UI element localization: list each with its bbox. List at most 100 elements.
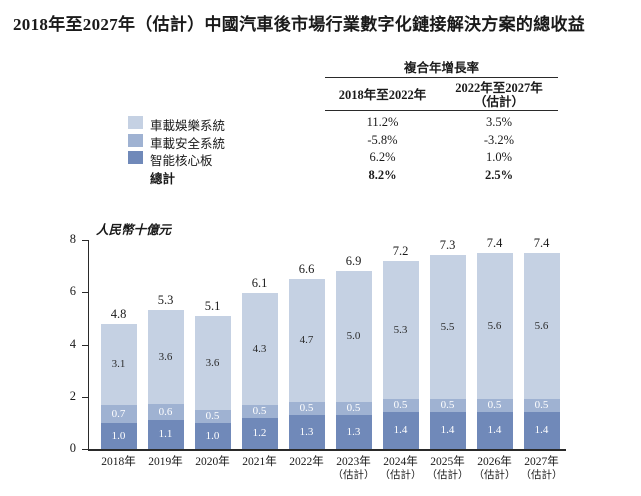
legend-label: 車載安全系統 [150, 136, 226, 151]
segment-value-label: 0.5 [440, 399, 455, 411]
bar-segment-車載安全系統: 0.5 [335, 402, 372, 415]
bar-segment-車載安全系統: 0.5 [382, 399, 419, 412]
bar-2018年: 3.1 0.7 1.0 [100, 324, 137, 449]
y-axis-line [88, 240, 89, 451]
segment-value-label: 0.5 [487, 399, 502, 411]
cagr-column-header-2018-2022: 2018年至2022年 [325, 88, 440, 103]
table-rule-top [325, 77, 558, 78]
x-axis-label-year: 2018年 [101, 456, 136, 468]
bar-segment-車載安全系統: 0.5 [194, 410, 231, 423]
x-axis-label-year: 2022年 [289, 456, 324, 468]
y-tick-label: 8 [69, 232, 76, 246]
column-header-subtext: （估計） [473, 94, 524, 109]
bar-segment-智能核心板: 1.1 [147, 420, 184, 449]
x-axis-label-estimate: （估計） [520, 470, 563, 481]
x-axis-label-year: 2025年 [430, 456, 465, 468]
bar-segment-智能核心板: 1.0 [194, 423, 231, 449]
y-tick-mark [82, 240, 88, 241]
cagr-column-header-2022-2027: 2022年至2027年 （估計） [440, 81, 558, 109]
x-axis-label-year: 2027年 [524, 456, 559, 468]
table-rule-bottom [325, 110, 558, 111]
segment-value-label: 5.0 [346, 330, 361, 342]
column-header-text: 2018年至2022年 [338, 88, 427, 102]
x-axis-label: 2020年 [185, 456, 241, 469]
segment-value-label: 3.1 [111, 358, 126, 370]
x-axis-label-year: 2019年 [148, 456, 183, 468]
segment-value-label: 1.4 [534, 424, 549, 436]
x-axis-label: 2018年 [91, 456, 147, 469]
segment-value-label: 0.5 [534, 399, 549, 411]
y-tick-label: 6 [69, 284, 76, 299]
cagr-value-2022-2027: 3.5% [485, 115, 513, 129]
bar-segment-車載安全系統: 0.6 [147, 404, 184, 420]
x-axis-label: 2025年 （估計） [420, 456, 476, 482]
bar-segment-車載安全系統: 0.5 [241, 405, 278, 418]
segment-value-label: 4.3 [252, 342, 267, 355]
segment-value-label: 1.1 [158, 428, 173, 440]
segment-value-label: 5.6 [534, 319, 549, 332]
bar-total-label: 7.4 [486, 236, 503, 250]
bar-segment-車載娛樂系統: 3.1 [100, 324, 137, 405]
bar-total-label: 4.8 [110, 307, 127, 321]
segment-value-label: 0.6 [158, 405, 173, 418]
bar-segment-車載娛樂系統: 3.6 [194, 316, 231, 410]
x-axis-label-estimate: （估計） [473, 470, 516, 481]
bar-segment-智能核心板: 1.4 [429, 412, 466, 449]
y-axis-unit-label: 人民幣十億元 [96, 223, 172, 237]
column-header-text: 2022年至2027年 [455, 81, 543, 95]
cagr-value-2018-2022: 11.2% [366, 115, 399, 129]
bar-segment-智能核心板: 1.4 [523, 412, 560, 449]
bar-segment-車載娛樂系統: 4.7 [288, 279, 325, 402]
bar-segment-智能核心板: 1.3 [288, 415, 325, 449]
bar-2025年: 5.5 0.5 1.4 [429, 255, 466, 449]
bar-segment-車載安全系統: 0.5 [288, 402, 325, 415]
segment-value-label: 1.4 [487, 424, 502, 436]
page-title: 2018年至2027年（估計）中國汽車後市場行業數字化鏈接解決方案的總收益 [13, 15, 586, 34]
bar-segment-車載安全系統: 0.7 [100, 405, 137, 423]
segment-value-label: 1.0 [205, 429, 220, 442]
cagr-value-2022-2027: 1.0% [485, 150, 513, 164]
cagr-value-2018-2022: 6.2% [369, 150, 396, 164]
bar-2019年: 3.6 0.6 1.1 [147, 310, 184, 449]
segment-value-label: 1.2 [252, 427, 267, 439]
x-axis-label-year: 2026年 [477, 456, 512, 468]
bar-2021年: 4.3 0.5 1.2 [241, 293, 278, 449]
bar-2023年: 5.0 0.5 1.3 [335, 271, 372, 449]
segment-value-label: 1.3 [346, 425, 361, 438]
segment-value-label: 3.6 [158, 350, 173, 363]
legend-label: 車載娛樂系統 [150, 119, 226, 133]
bar-2020年: 3.6 0.5 1.0 [194, 316, 231, 449]
x-axis-label: 2022年 [279, 456, 335, 469]
x-axis-label-year: 2024年 [383, 456, 418, 468]
legend-label: 智能核心板 [150, 154, 213, 168]
y-tick-label: 0 [69, 441, 76, 455]
bar-segment-車載安全系統: 0.5 [429, 399, 466, 412]
bar-segment-車載安全系統: 0.5 [523, 399, 560, 412]
x-axis-label-estimate: （估計） [379, 470, 422, 481]
y-tick-mark [82, 396, 88, 398]
bar-segment-車載娛樂系統: 5.3 [382, 261, 419, 399]
legend-swatch-2 [128, 133, 143, 147]
segment-value-label: 1.4 [393, 424, 408, 436]
segment-value-label: 0.5 [299, 402, 314, 414]
bar-segment-智能核心板: 1.3 [335, 415, 372, 449]
bar-2022年: 4.7 0.5 1.3 [288, 279, 325, 449]
segment-value-label: 5.6 [487, 319, 502, 332]
x-axis-label: 2027年 （估計） [514, 456, 570, 482]
x-axis-label-year: 2023年 [336, 456, 371, 468]
legend-swatch-3 [128, 151, 143, 164]
segment-value-label: 0.5 [252, 405, 267, 417]
x-axis-label: 2026年 （估計） [467, 456, 523, 482]
y-tick-mark [82, 449, 88, 450]
legend-label: 總計 [150, 171, 176, 186]
bar-total-label: 7.3 [439, 238, 456, 252]
x-axis-label-estimate: （估計） [426, 470, 469, 481]
x-axis-label-estimate: （估計） [332, 470, 375, 481]
x-axis-label: 2021年 [232, 456, 288, 469]
bar-total-label: 6.9 [345, 254, 362, 268]
x-axis-line [88, 449, 566, 451]
segment-value-label: 5.3 [393, 323, 408, 336]
bar-total-label: 5.1 [204, 299, 221, 313]
cagr-value-2018-2022: 8.2% [368, 167, 397, 182]
x-axis-label-year: 2020年 [195, 456, 230, 468]
